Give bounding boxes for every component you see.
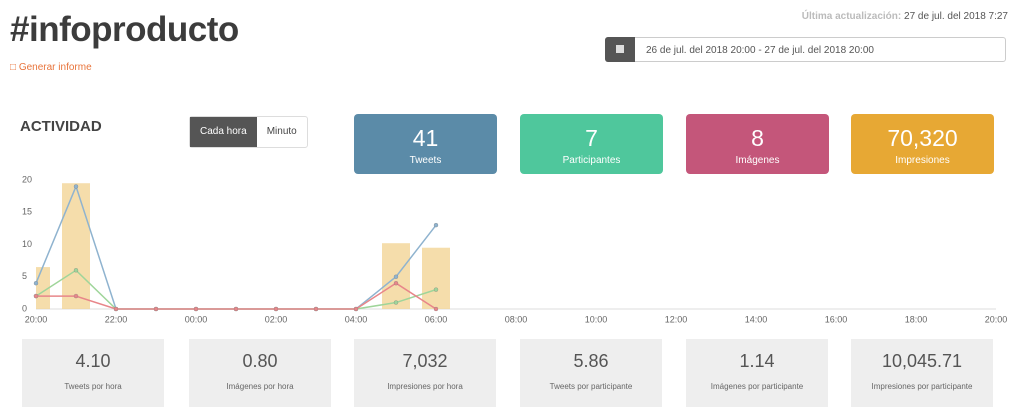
report-link-text[interactable]: Generar informe bbox=[18, 62, 92, 73]
stat-box: 7,032 Impresiones por hora bbox=[354, 339, 496, 407]
stat-card[interactable]: 7 Participantes bbox=[520, 114, 663, 174]
card-value: 41 bbox=[412, 125, 439, 151]
x-tick-label: 14:00 bbox=[745, 314, 768, 324]
card-value: 7 bbox=[585, 125, 598, 151]
date-range-text[interactable]: 26 de jul. del 2018 20:00 - 27 de jul. d… bbox=[646, 45, 874, 56]
point bbox=[433, 306, 439, 312]
toggle-button[interactable]: Minuto bbox=[266, 126, 297, 137]
stat-value: 1.14 bbox=[739, 351, 775, 371]
bar bbox=[62, 183, 90, 309]
stat-card[interactable]: 70,320 Impresiones bbox=[851, 114, 994, 174]
y-tick-label: 5 bbox=[22, 271, 27, 281]
chart: 0 5 10 15 20 20:00 22:00 00:00 02:00 04:00 06:00 08… bbox=[22, 174, 1008, 324]
stat-label: Tweets por participante bbox=[549, 382, 633, 391]
point bbox=[313, 306, 319, 312]
point bbox=[33, 281, 39, 286]
card-label: Impresiones bbox=[895, 155, 950, 166]
card-value: 8 bbox=[751, 125, 764, 151]
point bbox=[393, 274, 399, 279]
point bbox=[393, 281, 399, 286]
point bbox=[393, 300, 399, 305]
x-tick-label: 16:00 bbox=[825, 314, 848, 324]
x-tick-label: 08:00 bbox=[505, 314, 528, 324]
title: #infoproducto bbox=[10, 10, 239, 49]
stat-card[interactable]: 41 Tweets bbox=[354, 114, 497, 174]
point bbox=[153, 306, 159, 312]
stat-label: Imágenes por hora bbox=[226, 382, 294, 391]
card-label: Imágenes bbox=[735, 155, 780, 166]
stat-value: 10,045.71 bbox=[881, 351, 963, 371]
point bbox=[273, 306, 279, 312]
last-update-label: Última actualización: bbox=[801, 11, 902, 22]
point bbox=[73, 293, 79, 299]
stat-box: 0.80 Imágenes por hora bbox=[189, 339, 331, 407]
point bbox=[433, 287, 439, 292]
x-tick-label: 04:00 bbox=[345, 314, 368, 324]
point bbox=[433, 223, 439, 228]
x-tick-label: 18:00 bbox=[905, 314, 928, 324]
x-tick-label: 00:00 bbox=[185, 314, 208, 324]
stat-value: 0.80 bbox=[242, 351, 278, 371]
y-tick-label: 0 bbox=[22, 303, 27, 313]
bar bbox=[422, 247, 450, 309]
stat-value: 4.10 bbox=[75, 351, 111, 371]
x-tick-label: 06:00 bbox=[425, 314, 448, 324]
point bbox=[193, 306, 199, 312]
stat-box: 5.86 Tweets por participante bbox=[520, 339, 662, 407]
date-range[interactable]: 26 de jul. del 2018 20:00 - 27 de jul. d… bbox=[605, 37, 1006, 62]
stat-label: Tweets por hora bbox=[64, 382, 122, 391]
point bbox=[113, 306, 119, 312]
x-tick-label: 10:00 bbox=[585, 314, 608, 324]
point bbox=[33, 293, 39, 299]
point bbox=[73, 184, 79, 189]
y-tick-label: 10 bbox=[22, 239, 32, 249]
report-link[interactable]: □ Generar informe bbox=[10, 62, 92, 73]
toggle-button[interactable]: Cada hora bbox=[190, 117, 257, 147]
last-update-value: 27 de jul. del 2018 7:27 bbox=[904, 11, 1008, 22]
y-tick-label: 20 bbox=[22, 174, 32, 184]
card-label: Tweets bbox=[409, 155, 442, 166]
y-tick-label: 15 bbox=[22, 207, 32, 217]
section-title: ACTIVIDAD bbox=[20, 118, 102, 135]
last-update: Última actualización: 27 de jul. del 201… bbox=[802, 11, 1008, 22]
bar bbox=[36, 267, 50, 309]
point bbox=[353, 306, 359, 312]
stat-value: 5.86 bbox=[573, 351, 609, 371]
point bbox=[233, 306, 239, 312]
x-tick-label: 20:00 bbox=[25, 314, 48, 324]
stat-value: 7,032 bbox=[402, 351, 448, 371]
stat-box: 10,045.71 Impresiones por participante bbox=[851, 339, 993, 407]
x-tick-label: 12:00 bbox=[665, 314, 688, 324]
x-tick-label: 20:00 bbox=[985, 314, 1008, 324]
card-value: 70,320 bbox=[887, 125, 958, 151]
stat-box: 1.14 Imágenes por participante bbox=[686, 339, 828, 407]
toggle: Cada hora Minuto bbox=[189, 116, 308, 148]
point bbox=[73, 268, 79, 273]
stat-box: 4.10 Tweets por hora bbox=[22, 339, 164, 407]
card-label: Participantes bbox=[562, 155, 621, 166]
calendar-icon[interactable] bbox=[605, 37, 635, 62]
stat-card[interactable]: 8 Imágenes bbox=[686, 114, 829, 174]
x-tick-label: 02:00 bbox=[265, 314, 288, 324]
stat-label: Imágenes por participante bbox=[710, 382, 804, 391]
stat-label: Impresiones por hora bbox=[387, 382, 463, 391]
stat-label: Impresiones por participante bbox=[871, 382, 973, 391]
x-tick-label: 22:00 bbox=[105, 314, 128, 324]
